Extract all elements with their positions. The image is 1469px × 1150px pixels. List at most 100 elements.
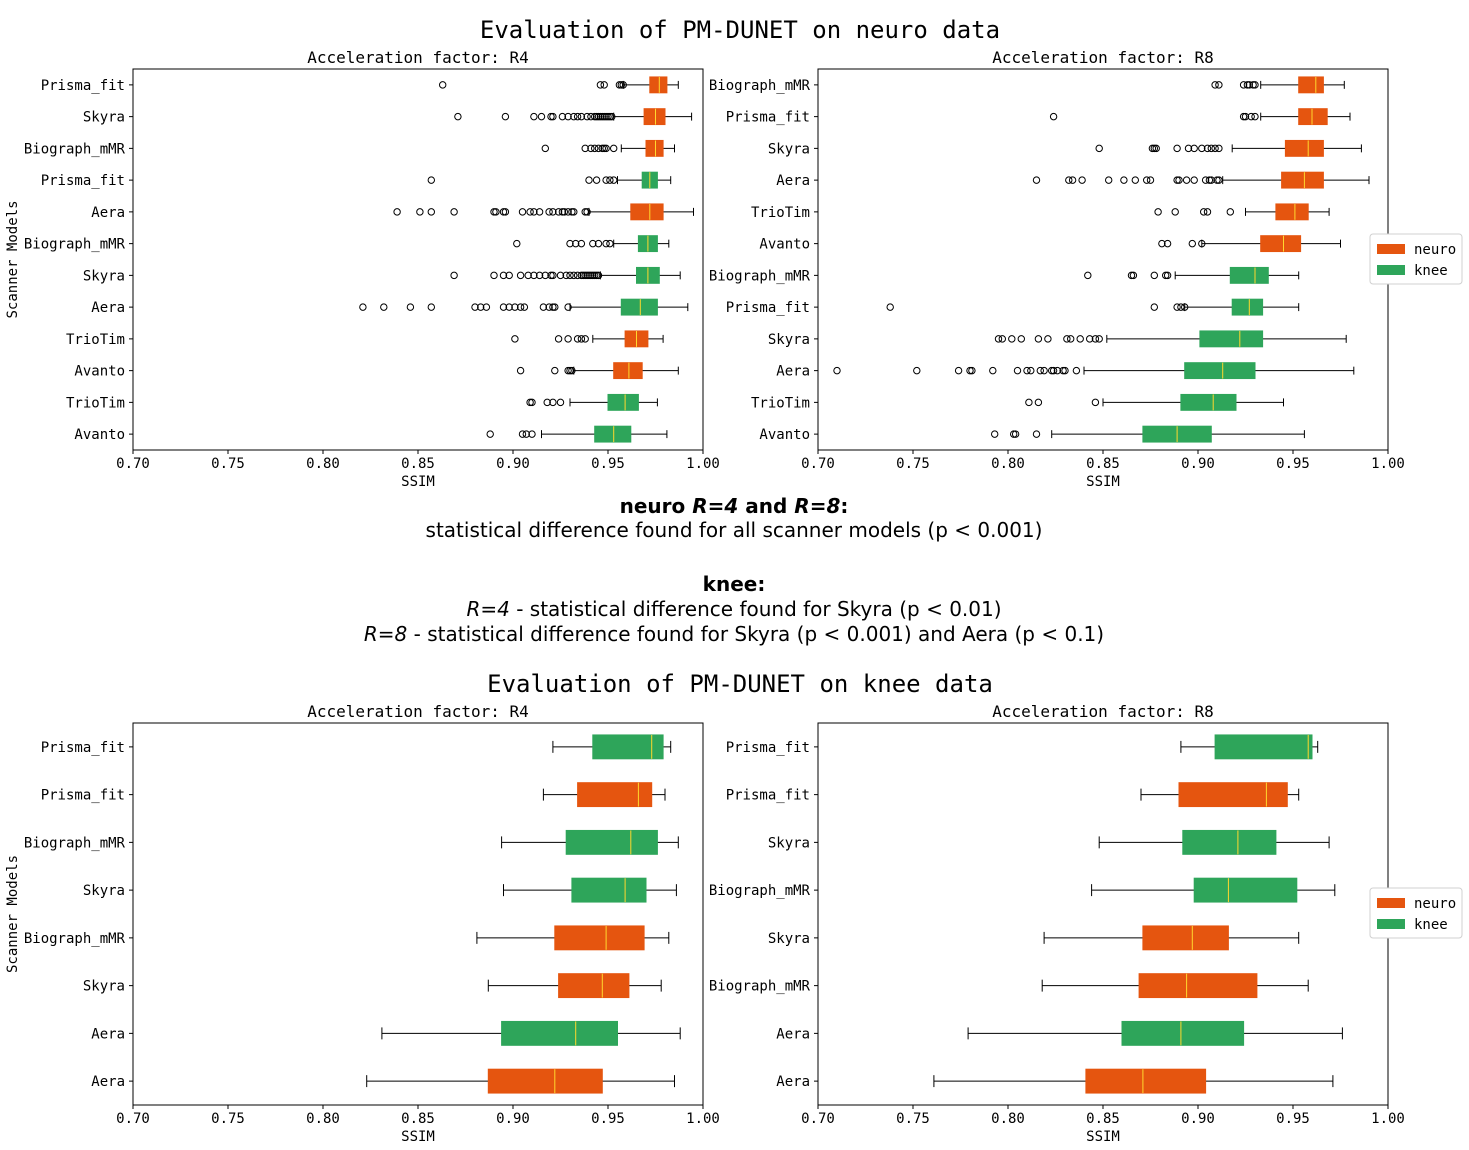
y-tick-label: Skyra xyxy=(83,268,125,284)
outlier-point xyxy=(602,112,610,121)
box-neuro-biograph_mmr xyxy=(541,139,675,157)
box-iqr xyxy=(1231,298,1264,316)
box-iqr xyxy=(607,393,639,411)
box-knee-skyra xyxy=(994,330,1347,348)
box-neuro-prisma_fit xyxy=(1140,782,1300,808)
outlier-point xyxy=(551,303,559,311)
box-iqr xyxy=(620,298,658,316)
outlier-point xyxy=(1059,366,1067,375)
box-knee-prisma_fit xyxy=(427,171,672,189)
box-knee-prisma_fit xyxy=(1180,734,1319,760)
y-tick-label: Biograph_mMR xyxy=(24,237,126,253)
box-neuro-avanto xyxy=(1158,235,1341,253)
x-axis-label: SSIM xyxy=(1086,1129,1120,1145)
box-iqr xyxy=(565,829,658,855)
outlier-point xyxy=(524,271,532,280)
outlier-point xyxy=(1163,239,1172,248)
y-axis-label: Scanner Models xyxy=(5,200,21,318)
outlier-point xyxy=(1251,81,1259,89)
outlier-point xyxy=(602,144,610,153)
outlier-point xyxy=(1091,398,1100,407)
outlier-point xyxy=(591,112,599,121)
outlier-point xyxy=(968,366,976,375)
outlier-point xyxy=(406,303,415,311)
box-iqr xyxy=(554,925,645,951)
outlier-point xyxy=(549,398,557,407)
outlier-point xyxy=(450,208,458,216)
outlier-point xyxy=(1207,176,1216,184)
outlier-point xyxy=(1095,335,1103,343)
outlier-point xyxy=(1131,176,1140,184)
outlier-point xyxy=(549,112,557,121)
outlier-point xyxy=(604,112,612,121)
box-knee-biograph_mmr xyxy=(1091,877,1336,903)
outlier-point xyxy=(1036,366,1045,375)
outlier-point xyxy=(1086,335,1094,343)
y-tick-label: Prisma_fit xyxy=(726,788,810,804)
outlier-point xyxy=(393,208,401,216)
outlier-point xyxy=(520,303,529,311)
box-iqr xyxy=(1121,1020,1245,1046)
outlier-point xyxy=(591,144,599,153)
outlier-point xyxy=(954,366,963,375)
y-tick-label: Prisma_fit xyxy=(726,300,810,316)
y-tick-label: TrioTim xyxy=(751,395,810,411)
outlier-point xyxy=(592,271,601,280)
outlier-point xyxy=(1063,335,1071,343)
x-tick-label: 0.75 xyxy=(211,456,245,472)
outlier-point xyxy=(1143,176,1151,184)
outlier-point xyxy=(568,366,576,375)
outlier-point xyxy=(583,271,591,280)
outlier-point xyxy=(530,271,538,280)
outlier-point xyxy=(617,81,625,89)
y-tick-label: Avanto xyxy=(759,427,810,443)
y-tick-label: Biograph_mMR xyxy=(709,883,811,899)
outlier-point xyxy=(1203,144,1212,153)
y-tick-label: Skyra xyxy=(768,332,810,348)
x-tick-label: 0.70 xyxy=(801,456,835,472)
outlier-point xyxy=(577,271,586,280)
outlier-point xyxy=(991,430,999,438)
x-tick-label: 0.95 xyxy=(1276,1111,1310,1127)
outlier-point xyxy=(570,112,578,121)
outlier-point xyxy=(1023,366,1031,375)
x-tick-label: 0.75 xyxy=(896,456,930,472)
outlier-point xyxy=(1154,208,1162,216)
box-neuro-triotim xyxy=(1154,203,1330,221)
outlier-point xyxy=(1162,271,1170,280)
outlier-point xyxy=(600,144,608,153)
x-axis-label: SSIM xyxy=(401,1129,435,1145)
outlier-point xyxy=(564,303,572,311)
outlier-point xyxy=(539,303,548,311)
outlier-point xyxy=(581,271,589,280)
outlier-point xyxy=(547,112,555,121)
legend-swatch-knee xyxy=(1377,265,1405,275)
outlier-point xyxy=(589,271,597,280)
x-axis-label: SSIM xyxy=(401,474,435,490)
x-tick-label: 0.75 xyxy=(211,1111,245,1127)
outlier-point xyxy=(573,271,582,280)
y-tick-label: Aera xyxy=(776,173,810,189)
outlier-point xyxy=(1129,271,1138,280)
outlier-point xyxy=(528,430,536,438)
box-iqr xyxy=(1281,171,1324,189)
box-iqr xyxy=(1142,925,1229,951)
outlier-point xyxy=(427,303,435,311)
y-tick-label: Prisma_fit xyxy=(41,173,125,189)
outlier-point xyxy=(545,303,553,311)
chart-panel-4: Prisma_fit Prisma_fit Skyra Biograph_mMR Sky… xyxy=(709,702,1405,1145)
box-iqr xyxy=(1184,362,1256,380)
outlier-point xyxy=(516,271,525,280)
stats-knee-line-1-part-1: R=4 xyxy=(466,597,509,621)
outlier-point xyxy=(606,112,614,121)
outlier-point xyxy=(581,144,589,153)
x-tick-label: 0.90 xyxy=(496,456,530,472)
outlier-point xyxy=(998,335,1006,343)
box-iqr xyxy=(1214,734,1313,760)
x-tick-label: 0.90 xyxy=(1181,456,1215,472)
y-tick-label: Skyra xyxy=(768,835,810,851)
box-knee-avanto xyxy=(486,425,668,443)
outlier-point xyxy=(450,271,458,280)
outlier-point xyxy=(1205,176,1214,184)
outlier-point xyxy=(579,271,587,280)
